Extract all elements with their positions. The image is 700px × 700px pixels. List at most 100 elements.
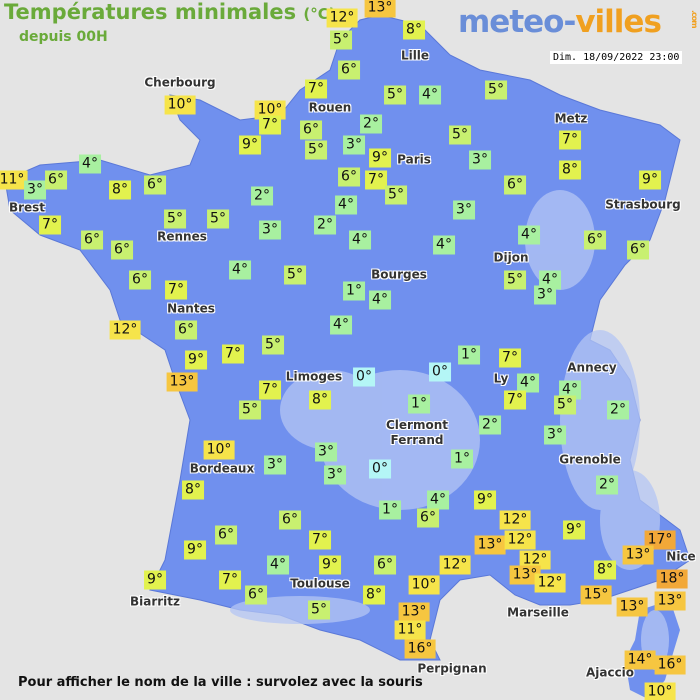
- temperature-badge[interactable]: 4°: [335, 195, 357, 215]
- temperature-badge[interactable]: 12°: [499, 510, 531, 530]
- temperature-badge[interactable]: 1°: [379, 500, 401, 520]
- temperature-badge[interactable]: 6°: [279, 510, 301, 530]
- temperature-badge[interactable]: 1°: [451, 449, 473, 469]
- temperature-badge[interactable]: 4°: [559, 380, 581, 400]
- temperature-badge[interactable]: 7°: [559, 130, 581, 150]
- temperature-badge[interactable]: 7°: [365, 170, 387, 190]
- temperature-badge[interactable]: 4°: [419, 85, 441, 105]
- temperature-badge[interactable]: 3°: [315, 442, 337, 462]
- temperature-badge[interactable]: 5°: [239, 400, 261, 420]
- temperature-badge[interactable]: 8°: [182, 480, 204, 500]
- temperature-badge[interactable]: 4°: [427, 490, 449, 510]
- temperature-badge[interactable]: 2°: [314, 215, 336, 235]
- temperature-badge[interactable]: 6°: [81, 230, 103, 250]
- temperature-badge[interactable]: 4°: [79, 154, 101, 174]
- temperature-badge[interactable]: 7°: [305, 79, 327, 99]
- temperature-badge[interactable]: 8°: [559, 160, 581, 180]
- temperature-badge[interactable]: 3°: [534, 285, 556, 305]
- temperature-badge[interactable]: 7°: [165, 280, 187, 300]
- temperature-badge[interactable]: 4°: [433, 235, 455, 255]
- temperature-badge[interactable]: 6°: [144, 175, 166, 195]
- temperature-badge[interactable]: 10°: [644, 682, 676, 700]
- temperature-badge[interactable]: 7°: [39, 215, 61, 235]
- temperature-badge[interactable]: 8°: [403, 20, 425, 40]
- temperature-badge[interactable]: 3°: [343, 135, 365, 155]
- temperature-badge[interactable]: 7°: [219, 570, 241, 590]
- temperature-badge[interactable]: 9°: [319, 555, 341, 575]
- temperature-badge[interactable]: 8°: [109, 180, 131, 200]
- temperature-badge[interactable]: 13°: [509, 565, 541, 585]
- temperature-badge[interactable]: 10°: [408, 575, 440, 595]
- temperature-badge[interactable]: 12°: [326, 8, 358, 28]
- temperature-badge[interactable]: 6°: [504, 175, 526, 195]
- temperature-badge[interactable]: 1°: [458, 345, 480, 365]
- temperature-badge[interactable]: 7°: [259, 115, 281, 135]
- temperature-badge[interactable]: 7°: [504, 390, 526, 410]
- temperature-badge[interactable]: 9°: [639, 170, 661, 190]
- temperature-badge[interactable]: 13°: [622, 545, 654, 565]
- temperature-badge[interactable]: 5°: [164, 209, 186, 229]
- temperature-badge[interactable]: 8°: [309, 390, 331, 410]
- temperature-badge[interactable]: 14°: [624, 650, 656, 670]
- logo[interactable]: meteo-villes .com: [458, 4, 699, 40]
- temperature-badge[interactable]: 5°: [485, 80, 507, 100]
- temperature-badge[interactable]: 6°: [129, 270, 151, 290]
- temperature-badge[interactable]: 2°: [596, 475, 618, 495]
- temperature-badge[interactable]: 3°: [324, 465, 346, 485]
- temperature-badge[interactable]: 3°: [264, 455, 286, 475]
- temperature-badge[interactable]: 6°: [215, 525, 237, 545]
- temperature-badge[interactable]: 4°: [349, 230, 371, 250]
- temperature-badge[interactable]: 4°: [517, 373, 539, 393]
- temperature-badge[interactable]: 13°: [654, 591, 686, 611]
- temperature-badge[interactable]: 7°: [222, 344, 244, 364]
- temperature-badge[interactable]: 2°: [360, 114, 382, 134]
- temperature-badge[interactable]: 3°: [259, 220, 281, 240]
- temperature-badge[interactable]: 8°: [594, 560, 616, 580]
- temperature-badge[interactable]: 0°: [429, 362, 451, 382]
- temperature-badge[interactable]: 3°: [24, 180, 46, 200]
- temperature-badge[interactable]: 9°: [185, 350, 207, 370]
- temperature-badge[interactable]: 13°: [364, 0, 396, 18]
- temperature-badge[interactable]: 13°: [474, 535, 506, 555]
- temperature-badge[interactable]: 16°: [404, 639, 436, 659]
- temperature-badge[interactable]: 1°: [343, 281, 365, 301]
- temperature-badge[interactable]: 7°: [309, 530, 331, 550]
- temperature-badge[interactable]: 5°: [504, 270, 526, 290]
- temperature-badge[interactable]: 3°: [544, 425, 566, 445]
- temperature-badge[interactable]: 5°: [330, 30, 352, 50]
- temperature-badge[interactable]: 3°: [469, 150, 491, 170]
- temperature-badge[interactable]: 13°: [398, 602, 430, 622]
- temperature-badge[interactable]: 18°: [656, 569, 688, 589]
- temperature-badge[interactable]: 12°: [534, 573, 566, 593]
- temperature-badge[interactable]: 9°: [369, 148, 391, 168]
- temperature-badge[interactable]: 7°: [499, 348, 521, 368]
- temperature-badge[interactable]: 0°: [353, 367, 375, 387]
- temperature-badge[interactable]: 17°: [644, 530, 676, 550]
- temperature-badge[interactable]: 15°: [580, 585, 612, 605]
- temperature-badge[interactable]: 6°: [627, 240, 649, 260]
- temperature-badge[interactable]: 6°: [245, 585, 267, 605]
- temperature-badge[interactable]: 9°: [563, 520, 585, 540]
- temperature-badge[interactable]: 10°: [254, 100, 286, 120]
- temperature-badge[interactable]: 9°: [474, 490, 496, 510]
- temperature-badge[interactable]: 5°: [305, 140, 327, 160]
- temperature-badge[interactable]: 16°: [654, 655, 686, 675]
- temperature-badge[interactable]: 5°: [284, 265, 306, 285]
- temperature-badge[interactable]: 5°: [384, 85, 406, 105]
- temperature-badge[interactable]: 4°: [369, 290, 391, 310]
- temperature-badge[interactable]: 5°: [385, 185, 407, 205]
- temperature-badge[interactable]: 10°: [203, 440, 235, 460]
- temperature-badge[interactable]: 12°: [109, 320, 141, 340]
- temperature-badge[interactable]: 9°: [184, 540, 206, 560]
- temperature-badge[interactable]: 5°: [207, 209, 229, 229]
- temperature-badge[interactable]: 6°: [417, 508, 439, 528]
- temperature-badge[interactable]: 6°: [338, 167, 360, 187]
- temperature-badge[interactable]: 12°: [439, 555, 471, 575]
- temperature-badge[interactable]: 4°: [330, 315, 352, 335]
- temperature-badge[interactable]: 6°: [300, 120, 322, 140]
- temperature-badge[interactable]: 7°: [259, 380, 281, 400]
- temperature-badge[interactable]: 0°: [369, 459, 391, 479]
- temperature-badge[interactable]: 10°: [164, 95, 196, 115]
- temperature-badge[interactable]: 5°: [308, 600, 330, 620]
- temperature-badge[interactable]: 13°: [166, 372, 198, 392]
